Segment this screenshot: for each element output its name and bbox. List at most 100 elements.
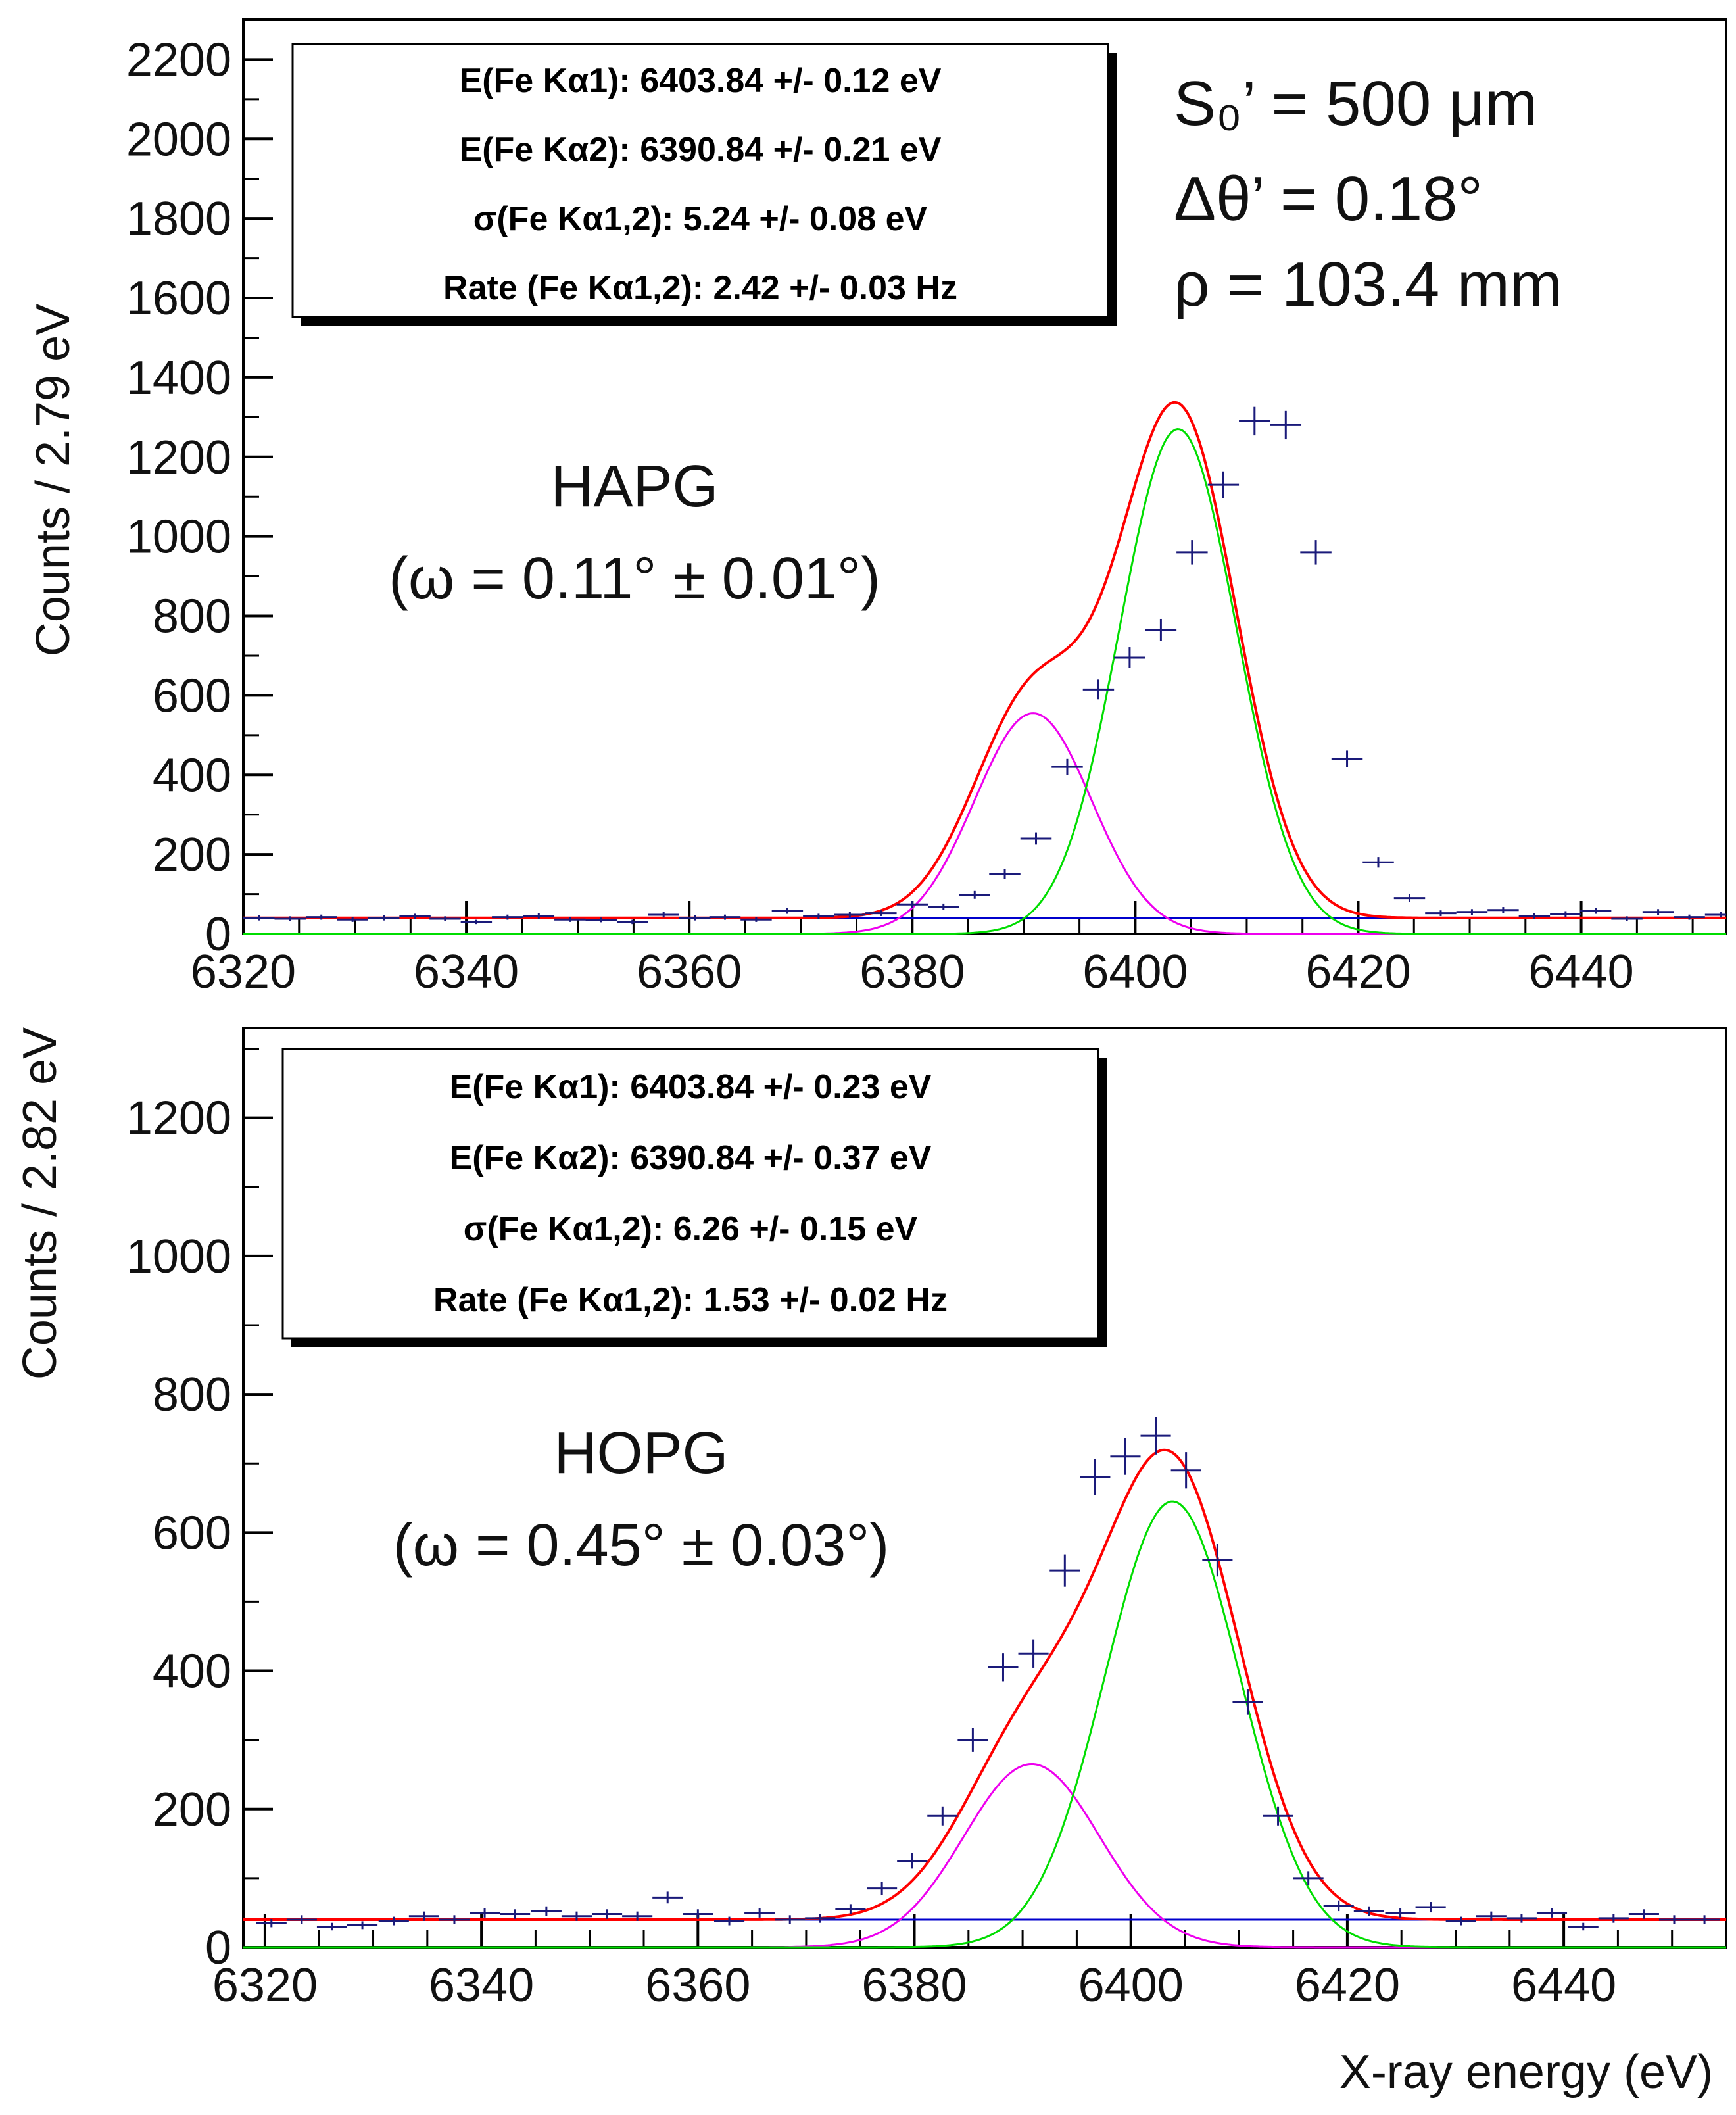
- hopg-data-point: [500, 1909, 531, 1919]
- hopg-data-point: [286, 1915, 317, 1924]
- hapg-data-point: [1145, 618, 1177, 641]
- hopg-x-tick-label: 6320: [212, 1959, 318, 2012]
- hapg-data-point: [1487, 907, 1519, 913]
- hopg-data-point: [1018, 1639, 1049, 1668]
- hopg-data-point: [316, 1922, 348, 1931]
- hapg-data-point: [1456, 909, 1488, 915]
- hapg-x-tick-label: 6420: [1305, 946, 1410, 998]
- hapg-data-point: [1051, 758, 1083, 775]
- hopg-y-tick-label: 1200: [126, 1092, 231, 1145]
- hopg-mosaicity-label: (ω = 0.45° ± 0.03°): [393, 1513, 890, 1578]
- hopg-data-point: [1415, 1902, 1446, 1913]
- hapg-plot-frame: [242, 18, 1727, 935]
- hapg-y-tick-label: 2000: [126, 113, 231, 166]
- hopg-stat-rate: Rate (Fe Kα1,2): 1.53 +/- 0.02 Hz: [433, 1281, 948, 1319]
- hapg-data-point: [337, 917, 368, 922]
- hapg-data-point: [989, 869, 1021, 879]
- hopg-data-point: [1476, 1911, 1507, 1921]
- hopg-data-point: [714, 1916, 745, 1926]
- hopg-data-point: [1110, 1438, 1141, 1475]
- hopg-data-point: [1506, 1914, 1537, 1923]
- hapg-x-axis-ticks: 6320 6340 6360 6380 6400 6420 6440: [191, 901, 1694, 998]
- hapg-data-point: [554, 917, 586, 922]
- hapg-data-point: [1020, 832, 1052, 845]
- hapg-data-point: [1300, 540, 1332, 565]
- hapg-data-point: [1362, 857, 1394, 868]
- hopg-stats-box-frame: [281, 1048, 1099, 1340]
- hapg-data-point: [1518, 913, 1551, 919]
- hopg-stat-sigma: σ(Fe Kα1,2): 6.26 +/- 0.15 eV: [464, 1210, 918, 1248]
- hopg-data-point: [561, 1911, 592, 1921]
- hapg-data-point: [1674, 914, 1705, 920]
- hapg-crystal-label: HAPG: [550, 454, 718, 520]
- hapg-y-tick-label: 400: [153, 749, 231, 802]
- hapg-x-tick-label: 6400: [1082, 946, 1188, 998]
- hopg-data-point: [470, 1908, 500, 1918]
- hopg-data-point: [988, 1653, 1019, 1682]
- hapg-data-point: [1331, 750, 1363, 767]
- hapg-stats-box: E(Fe Kα1): 6403.84 +/- 0.12 eV E(Fe Kα2)…: [291, 43, 1117, 326]
- hapg-data-point: [959, 890, 990, 899]
- hapg-data-point: [1239, 406, 1270, 436]
- hopg-data-point: [1536, 1908, 1568, 1918]
- hapg-data-point: [1425, 910, 1457, 916]
- hapg-x-tick-label: 6340: [414, 946, 519, 998]
- hopg-data-point: [775, 1915, 806, 1924]
- hapg-stat-rate: Rate (Fe Kα1,2): 2.42 +/- 0.03 Hz: [443, 269, 957, 307]
- hapg-data-point: [616, 919, 648, 925]
- hopg-data-point: [683, 1909, 713, 1919]
- hapg-y-tick-label: 600: [153, 669, 231, 722]
- hapg-data-points: [243, 406, 1726, 925]
- divergence-param: Δθ’ = 0.18°: [1174, 164, 1483, 234]
- hopg-y-tick-label: 200: [153, 1784, 231, 1836]
- hopg-data-point: [1689, 1915, 1720, 1924]
- hopg-y-tick-label: 1000: [126, 1230, 231, 1283]
- hapg-x-tick-label: 6320: [191, 946, 296, 998]
- hopg-x-tick-label: 6400: [1078, 1959, 1184, 2012]
- hopg-x-axis-ticks: 6320 6340 6360 6380 6400 6420 6440: [212, 1914, 1727, 2012]
- hopg-data-point: [1232, 1689, 1263, 1715]
- hapg-data-point: [771, 908, 804, 914]
- hopg-data-point: [592, 1909, 623, 1919]
- hapg-data-point: [399, 913, 431, 919]
- hopg-data-point: [744, 1908, 775, 1918]
- hopg-total-fit-curve: [243, 1448, 1726, 1921]
- hapg-data-point: [865, 910, 897, 916]
- hopg-data-point: [805, 1914, 836, 1923]
- hopg-data-point: [1598, 1914, 1629, 1923]
- hapg-fit-curves: [243, 401, 1726, 935]
- hopg-data-point: [256, 1918, 287, 1928]
- hapg-y-tick-label: 1200: [126, 431, 231, 484]
- hapg-total-fit-curve: [243, 401, 1726, 919]
- hapg-y-tick-label: 0: [205, 908, 231, 961]
- hopg-x-tick-label: 6360: [645, 1959, 750, 2012]
- hopg-data-point: [1445, 1916, 1476, 1926]
- hopg-data-point: [1080, 1459, 1111, 1495]
- hopg-stat-ka2-energy: E(Fe Kα2): 6390.84 +/- 0.37 eV: [450, 1139, 932, 1177]
- hopg-data-point: [622, 1911, 653, 1921]
- hopg-y-tick-label: 400: [153, 1645, 231, 1698]
- hopg-stat-ka1-energy: E(Fe Kα1): 6403.84 +/- 0.23 eV: [450, 1068, 932, 1106]
- hapg-data-point: [492, 914, 523, 920]
- hopg-data-point: [439, 1915, 470, 1924]
- hopg-x-tick-label: 6340: [429, 1959, 534, 2012]
- hopg-fit-curves: [243, 1448, 1726, 1949]
- hopg-data-point: [408, 1911, 439, 1921]
- hopg-y-tick-label: 600: [153, 1507, 231, 1559]
- hapg-data-point: [523, 913, 555, 919]
- hapg-stat-ka1-energy: E(Fe Kα1): 6403.84 +/- 0.12 eV: [460, 62, 942, 100]
- hapg-data-point: [803, 913, 834, 919]
- hapg-x-tick-label: 6440: [1529, 946, 1634, 998]
- hopg-data-point: [531, 1906, 562, 1916]
- hapg-stat-sigma: σ(Fe Kα1,2): 5.24 +/- 0.08 eV: [473, 200, 928, 238]
- hopg-data-point: [378, 1916, 409, 1926]
- hapg-data-point: [243, 915, 275, 921]
- hopg-x-axis-title: X-ray energy (eV): [1339, 2046, 1713, 2099]
- hapg-data-point: [1579, 908, 1612, 914]
- hapg-stats-box-frame: [291, 43, 1109, 318]
- hapg-data-point: [709, 914, 741, 920]
- hopg-data-point: [1658, 1915, 1690, 1924]
- hapg-data-point: [1550, 911, 1581, 917]
- hapg-data-point: [1642, 909, 1674, 915]
